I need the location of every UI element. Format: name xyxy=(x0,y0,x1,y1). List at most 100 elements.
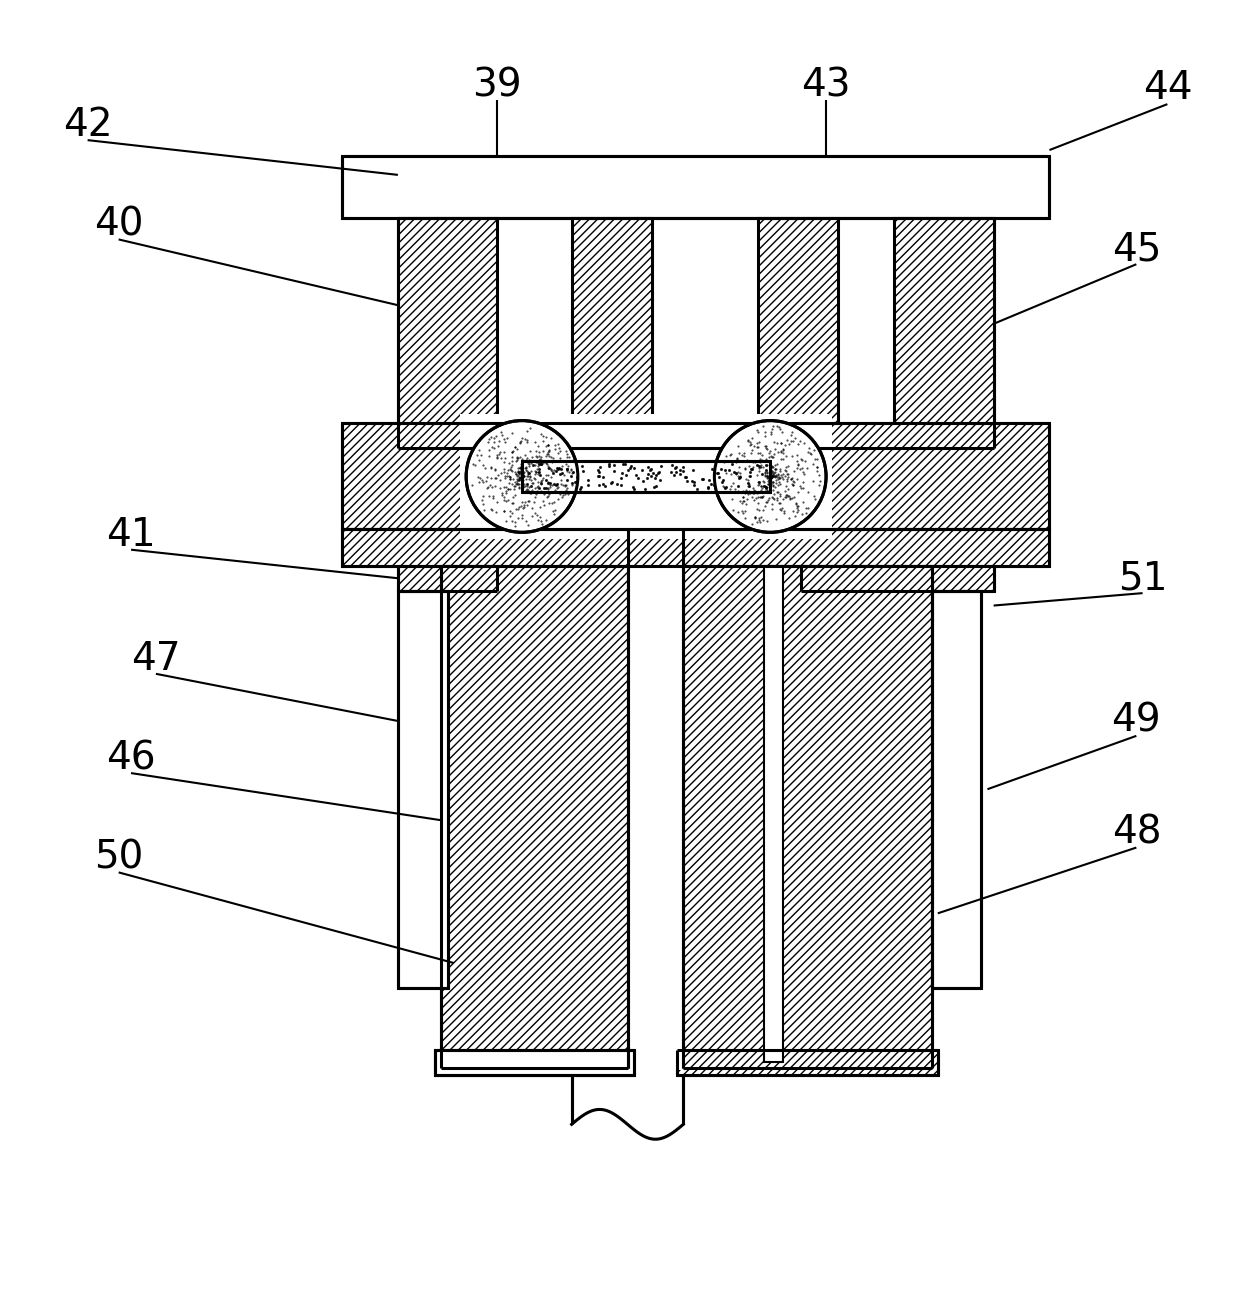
Point xyxy=(551,463,571,484)
Point xyxy=(589,462,609,482)
Point xyxy=(649,462,669,482)
Point xyxy=(665,458,685,478)
Point xyxy=(693,468,713,489)
Point xyxy=(530,462,550,482)
Bar xyxy=(628,565,684,1069)
Point xyxy=(611,475,631,495)
Point xyxy=(730,467,750,487)
Point xyxy=(624,478,644,499)
Bar xyxy=(435,1050,634,1074)
Point xyxy=(738,472,758,493)
Point xyxy=(594,473,614,494)
Point xyxy=(700,473,720,494)
Point xyxy=(523,454,543,475)
Point xyxy=(535,478,555,499)
Point xyxy=(546,460,566,481)
Point xyxy=(619,459,639,480)
Bar xyxy=(895,219,994,447)
Point xyxy=(621,455,641,476)
Point xyxy=(616,464,636,485)
Point xyxy=(743,459,763,480)
Point xyxy=(686,478,707,499)
Point xyxy=(709,467,729,487)
Point xyxy=(572,460,592,481)
Point xyxy=(542,463,562,484)
Point xyxy=(546,475,566,495)
Point xyxy=(567,467,587,487)
Point xyxy=(599,454,619,475)
Point xyxy=(729,467,749,487)
Point xyxy=(698,477,718,498)
Point xyxy=(728,476,748,497)
Point xyxy=(719,460,739,481)
Point xyxy=(624,458,644,478)
Bar xyxy=(398,219,497,447)
Point xyxy=(673,458,693,478)
Point xyxy=(628,467,648,487)
Point xyxy=(651,456,671,477)
Text: 48: 48 xyxy=(1112,813,1161,852)
Point xyxy=(594,467,614,487)
Point xyxy=(645,468,665,489)
Point xyxy=(547,475,567,495)
Point xyxy=(528,478,548,499)
Point xyxy=(670,464,690,485)
Point xyxy=(531,454,551,475)
Point xyxy=(620,458,640,478)
Point xyxy=(660,462,680,482)
Point xyxy=(756,477,776,498)
Text: 41: 41 xyxy=(107,516,156,553)
Point xyxy=(641,465,661,486)
Point xyxy=(602,472,622,493)
Point xyxy=(543,473,563,494)
Point xyxy=(521,476,541,497)
Point xyxy=(611,463,631,484)
Point xyxy=(702,458,722,478)
Point xyxy=(673,460,693,481)
Point xyxy=(710,459,730,480)
Point xyxy=(757,465,777,486)
Point xyxy=(557,458,577,478)
Point xyxy=(624,477,644,498)
Point xyxy=(693,469,713,490)
Bar xyxy=(343,423,1049,529)
Point xyxy=(604,460,624,481)
Point xyxy=(739,476,759,497)
Bar xyxy=(801,566,994,591)
Point xyxy=(604,455,624,476)
Point xyxy=(698,478,718,499)
Point xyxy=(641,458,661,478)
Point xyxy=(740,459,761,480)
Point xyxy=(707,463,727,484)
Point xyxy=(563,462,584,482)
Bar xyxy=(442,566,628,1068)
Point xyxy=(683,471,703,491)
Point xyxy=(740,462,761,482)
Point xyxy=(520,463,540,484)
Circle shape xyxy=(466,420,577,533)
Point xyxy=(704,477,724,498)
Point xyxy=(756,477,776,498)
Bar xyxy=(522,460,771,491)
Point xyxy=(547,459,567,480)
Point xyxy=(670,459,690,480)
Point xyxy=(748,454,768,475)
Point xyxy=(589,460,609,481)
Point xyxy=(536,478,556,499)
Point xyxy=(715,477,735,498)
Bar xyxy=(758,219,838,447)
Point xyxy=(547,458,567,478)
Point xyxy=(684,472,704,493)
Point xyxy=(638,458,658,478)
Point xyxy=(646,476,666,497)
Point xyxy=(538,472,558,493)
Text: 47: 47 xyxy=(131,640,181,678)
Point xyxy=(548,458,569,478)
Point xyxy=(536,471,556,491)
Point xyxy=(678,471,698,491)
Point xyxy=(530,465,550,486)
Point xyxy=(664,464,684,485)
Point xyxy=(633,471,653,491)
Point xyxy=(590,456,610,477)
Point xyxy=(612,454,633,475)
